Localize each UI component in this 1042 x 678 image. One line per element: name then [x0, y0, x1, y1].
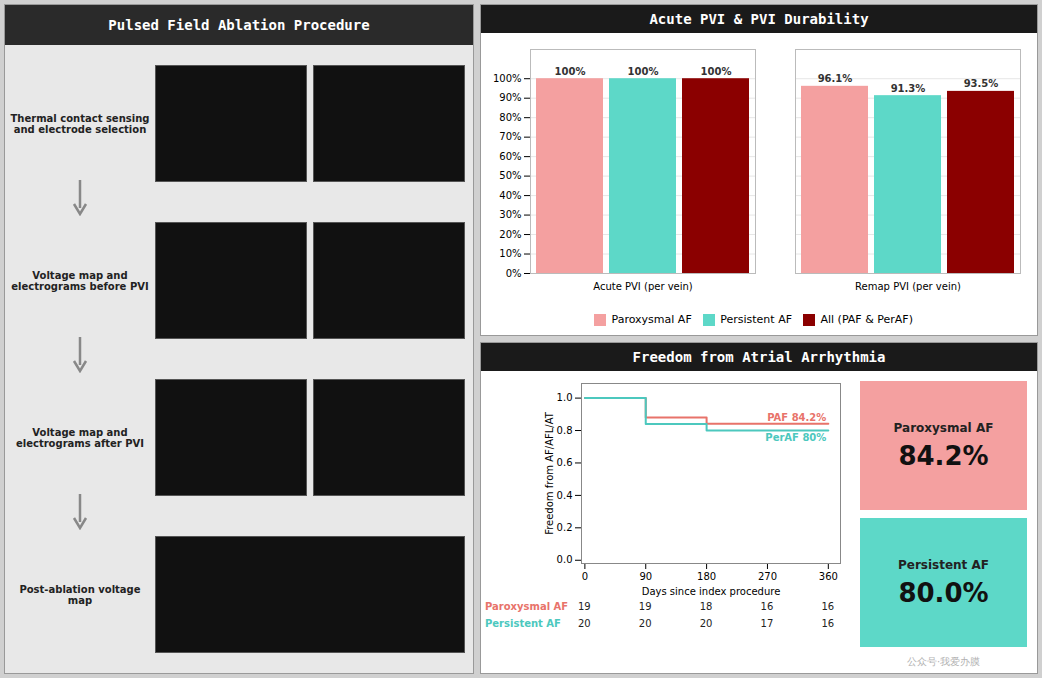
html-text:16: 16: [821, 601, 835, 612]
svg-text:100%: 100%: [555, 66, 586, 77]
html-text:80.0%: 80.0%: [898, 577, 989, 608]
html-text:Voltage map and electrograms a: Voltage map and electrograms after PVI: [16, 426, 144, 449]
html-text:Voltage map and electrograms b: Voltage map and electrograms before PVI: [11, 269, 149, 292]
html-text:19: 19: [578, 601, 591, 612]
html-text:20: 20: [578, 618, 591, 629]
html-text:Paroxysmal AF: Paroxysmal AF: [893, 420, 994, 435]
svg-text:270: 270: [758, 571, 777, 582]
html-text:Persistent AF: Persistent AF: [720, 313, 792, 326]
html-text:Persistent AF: Persistent AF: [485, 618, 561, 629]
svg-text:100%: 100%: [701, 66, 732, 77]
svg-text:50%: 50%: [499, 170, 521, 181]
html-text:Pulsed Field Ablation Procedur: Pulsed Field Ablation Procedure: [108, 17, 370, 33]
svg-text:80%: 80%: [499, 112, 521, 123]
html-text:公众号·我爱办膜: 公众号·我爱办膜: [906, 656, 981, 667]
html-text:Thermal contact sensing and el: Thermal contact sensing and electrode se…: [10, 112, 150, 135]
html-text:84.2%: 84.2%: [898, 440, 989, 471]
svg-text:70%: 70%: [499, 131, 521, 142]
svg-text:PerAF 80%: PerAF 80%: [765, 432, 826, 443]
svg-text:20%: 20%: [499, 229, 521, 240]
svg-text:60%: 60%: [499, 151, 521, 162]
svg-text:0.8: 0.8: [557, 425, 573, 436]
svg-text:0.4: 0.4: [557, 490, 573, 501]
svg-text:91.3%: 91.3%: [891, 83, 926, 94]
svg-text:Days since index procedure: Days since index procedure: [642, 586, 781, 597]
html-text:Paroxysmal AF: Paroxysmal AF: [611, 313, 692, 326]
html-text:Post-ablation voltage map: Post-ablation voltage map: [19, 583, 141, 606]
svg-text:40%: 40%: [499, 190, 521, 201]
svg-text:1.0: 1.0: [557, 392, 573, 403]
html-text:20: 20: [638, 618, 652, 629]
svg-text:96.1%: 96.1%: [818, 73, 853, 84]
svg-text:100%: 100%: [493, 73, 522, 84]
svg-text:Acute PVI (per vein): Acute PVI (per vein): [593, 281, 693, 292]
html-text:17: 17: [760, 618, 774, 629]
svg-text:90%: 90%: [499, 92, 521, 103]
svg-text:0.0: 0.0: [557, 554, 573, 565]
html-text:16: 16: [821, 618, 835, 629]
svg-text:100%: 100%: [628, 66, 659, 77]
svg-text:30%: 30%: [499, 209, 521, 220]
html-text:Persistent AF: Persistent AF: [898, 557, 989, 572]
html-text:Paroxysmal AF: Paroxysmal AF: [485, 601, 569, 612]
svg-text:93.5%: 93.5%: [964, 78, 999, 89]
svg-text:0.2: 0.2: [557, 522, 573, 533]
html-text:Freedom from Atrial Arrhythmia: Freedom from Atrial Arrhythmia: [632, 349, 886, 365]
svg-text:10%: 10%: [499, 248, 521, 259]
svg-text:180: 180: [697, 571, 716, 582]
svg-text:0%: 0%: [506, 268, 522, 279]
svg-text:360: 360: [819, 571, 838, 582]
html-text:Acute PVI & PVI Durability: Acute PVI & PVI Durability: [649, 11, 869, 27]
html-text:19: 19: [638, 601, 652, 612]
svg-text:Remap PVI (per vein): Remap PVI (per vein): [855, 281, 961, 292]
html-text:All (PAF & PerAF): All (PAF & PerAF): [820, 313, 913, 326]
html-text:20: 20: [699, 618, 713, 629]
html-text:16: 16: [760, 601, 774, 612]
html-text:18: 18: [699, 601, 713, 612]
svg-text:0.6: 0.6: [557, 457, 573, 468]
svg-text:Freedom from AF/AFL/AT: Freedom from AF/AFL/AT: [544, 411, 555, 535]
svg-text:90: 90: [639, 571, 652, 582]
svg-text:0: 0: [582, 571, 588, 582]
svg-text:PAF 84.2%: PAF 84.2%: [767, 412, 826, 423]
